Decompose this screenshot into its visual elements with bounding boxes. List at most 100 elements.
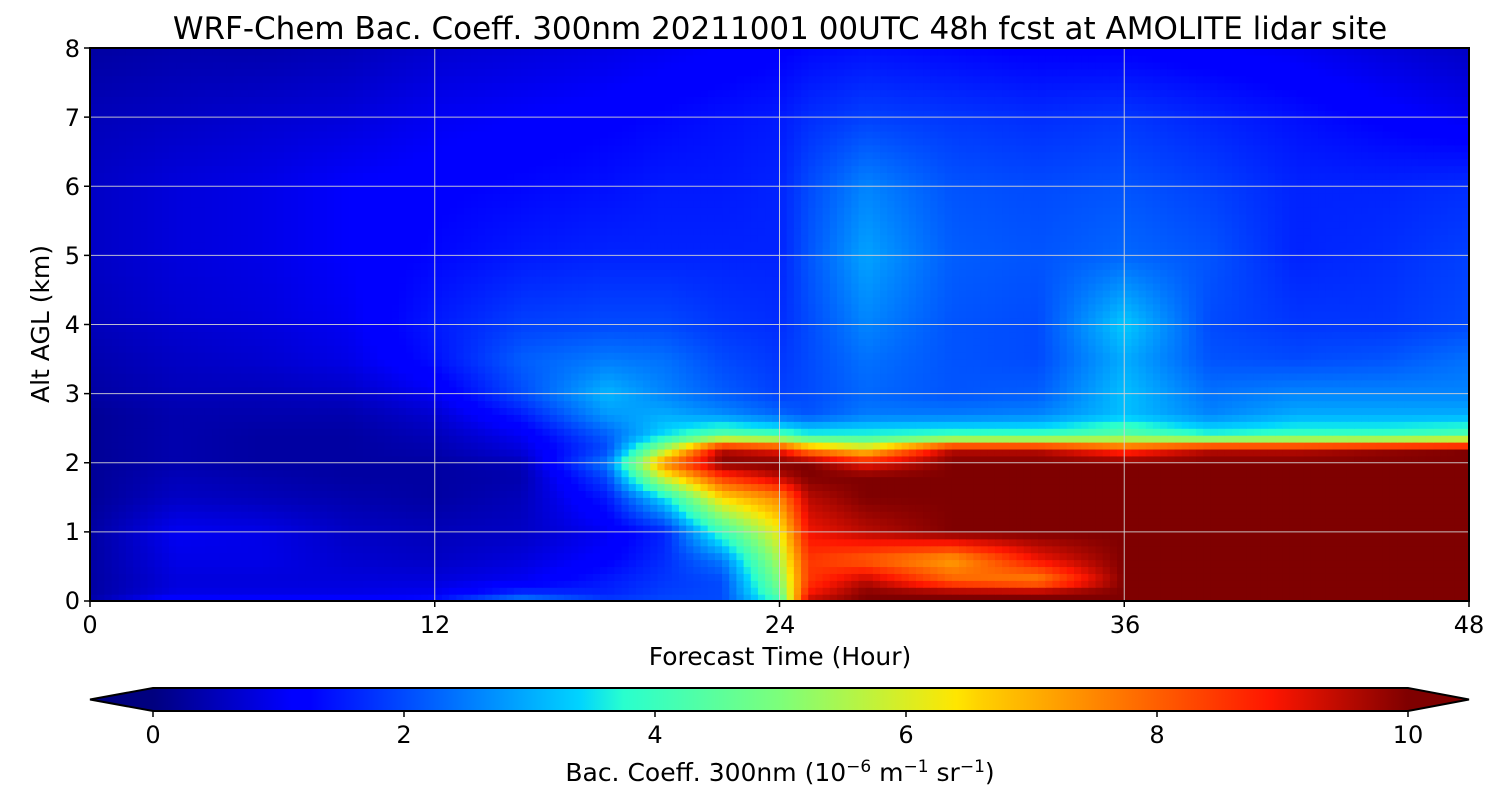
heatmap-cell (327, 566, 335, 574)
heatmap-cell (585, 469, 594, 478)
heatmap-cell (1275, 559, 1283, 568)
heatmap-cell (585, 504, 594, 512)
heatmap-cell (987, 455, 996, 464)
heatmap-cell (154, 573, 163, 581)
heatmap-cell (757, 435, 766, 443)
heatmap-cell (240, 524, 249, 533)
heatmap-cell (657, 594, 666, 601)
heatmap-cell (190, 455, 199, 464)
heatmap-cell (147, 483, 156, 491)
heatmap-cell (535, 594, 544, 601)
heatmap-cell (118, 455, 127, 464)
heatmap-cell (463, 448, 472, 457)
heatmap-cell (506, 435, 515, 443)
heatmap-cell (312, 497, 321, 505)
heatmap-cell (994, 504, 1003, 512)
heatmap-cell (190, 428, 199, 436)
heatmap-cell (427, 469, 436, 478)
heatmap-cell (542, 545, 551, 554)
heatmap-cell (1425, 594, 1434, 601)
heatmap-cell (111, 545, 120, 554)
heatmap-cell (643, 462, 651, 471)
heatmap-cell (1282, 545, 1291, 554)
heatmap-cell (765, 476, 773, 485)
heatmap-cell (664, 462, 673, 471)
heatmap-cell (204, 448, 213, 457)
heatmap-cell (1231, 573, 1240, 581)
heatmap-cell (1389, 497, 1398, 505)
heatmap-cell (197, 448, 206, 457)
heatmap-cell (1117, 594, 1125, 601)
heatmap-cell (377, 573, 386, 581)
heatmap-cell (1131, 435, 1140, 443)
heatmap-cell (564, 531, 572, 540)
heatmap-cell (793, 442, 802, 450)
heatmap-cell (930, 455, 939, 464)
heatmap-cell (154, 421, 163, 429)
heatmap-cell (1275, 538, 1283, 547)
heatmap-cell (391, 573, 400, 581)
heatmap-cell (736, 511, 745, 519)
heatmap-cell (1188, 511, 1197, 519)
heatmap-cell (190, 504, 199, 512)
heatmap-cell (147, 504, 156, 512)
heatmap-cell (535, 559, 544, 568)
heatmap-cell (1066, 428, 1075, 436)
heatmap-cell (801, 518, 809, 526)
heatmap-cell (355, 435, 364, 443)
heatmap-cell (233, 435, 242, 443)
heatmap-cell (1196, 483, 1204, 491)
heatmap-cell (765, 435, 773, 443)
heatmap-cell (1425, 421, 1434, 429)
heatmap-cell (140, 531, 149, 540)
heatmap-cell (420, 559, 429, 568)
heatmap-cell (248, 435, 256, 443)
heatmap-cell (118, 469, 127, 478)
heatmap-cell (1260, 448, 1269, 457)
heatmap-cell (607, 580, 615, 588)
heatmap-cell (1433, 511, 1441, 519)
heatmap-cell (449, 545, 457, 554)
heatmap-cell (1030, 421, 1039, 429)
heatmap-cell (413, 483, 421, 491)
heatmap-cell (1174, 462, 1183, 471)
heatmap-cell (1404, 497, 1413, 505)
heatmap-cell (1030, 442, 1039, 450)
heatmap-cell (1095, 421, 1104, 429)
heatmap-cell (571, 483, 579, 491)
heatmap-cell (1023, 442, 1032, 450)
heatmap-cell (1002, 511, 1010, 519)
heatmap-cell (714, 524, 723, 533)
heatmap-cell (1066, 448, 1075, 457)
heatmap-cell (1425, 511, 1434, 519)
heatmap-cell (1246, 559, 1255, 568)
heatmap-cell (564, 435, 572, 443)
heatmap-cell (1325, 524, 1334, 533)
heatmap-cell (219, 580, 228, 588)
heatmap-cell (757, 511, 766, 519)
heatmap-cell (556, 504, 565, 512)
heatmap-cell (377, 469, 386, 478)
heatmap-cell (1160, 587, 1168, 595)
heatmap-cell (980, 504, 989, 512)
heatmap-cell (1404, 587, 1413, 595)
heatmap-cell (362, 518, 371, 526)
heatmap-cell (585, 538, 594, 547)
heatmap-cell (571, 524, 579, 533)
heatmap-cell (1253, 566, 1262, 574)
heatmap-cell (707, 587, 716, 595)
heatmap-cell (125, 483, 134, 491)
heatmap-cell (1002, 476, 1010, 485)
heatmap-cell (772, 421, 781, 429)
heatmap-cell (1418, 497, 1427, 505)
heatmap-cell (305, 594, 314, 601)
heatmap-cell (97, 573, 105, 581)
heatmap-cell (844, 573, 852, 581)
heatmap-cell (1131, 483, 1140, 491)
heatmap-cell (240, 469, 249, 478)
heatmap-cell (1073, 428, 1082, 436)
heatmap-cell (520, 518, 529, 526)
heatmap-cell (1382, 504, 1391, 512)
heatmap-cell (686, 490, 694, 498)
heatmap-cell (1231, 455, 1240, 464)
